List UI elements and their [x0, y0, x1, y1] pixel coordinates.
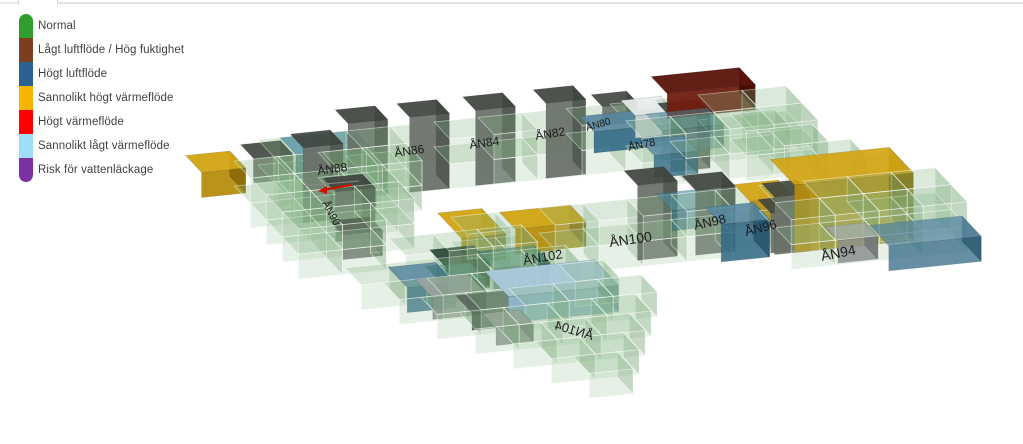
legend-item-probable-high-heatflow: Sannolikt högt värmeflöde [19, 86, 184, 110]
tab-edge-tick [18, 0, 19, 5]
legend-label: Sannolikt högt värmeflöde [38, 92, 174, 104]
legend-swatch-icon [19, 62, 33, 86]
building-box-face[interactable] [681, 171, 737, 191]
building-box-face[interactable] [572, 351, 635, 374]
building-box-face[interactable] [475, 245, 551, 269]
legend-swatch-icon [19, 14, 33, 38]
building-label: ÅN84 [468, 133, 500, 152]
building-box-face[interactable] [395, 99, 451, 118]
building-box-face[interactable] [184, 150, 247, 173]
building-box-face[interactable] [325, 202, 388, 226]
selection-arrow-icon [318, 186, 327, 194]
building-label: ÅN98 [692, 211, 727, 233]
legend-swatch-icon [19, 86, 33, 110]
toolbar-edge-line [58, 2, 1023, 4]
legend-label: Högt värmeflöde [38, 116, 124, 128]
building-label: ÅN78 [627, 135, 657, 153]
legend-swatch-icon [19, 38, 33, 62]
building-box-face[interactable] [650, 67, 757, 95]
building-box-face[interactable] [361, 143, 423, 166]
legend-swatch-icon [19, 158, 33, 182]
legend-item-normal: Normal [19, 14, 184, 38]
building-label: ÅN100 [608, 228, 653, 250]
building-box-face[interactable] [532, 85, 587, 104]
building-box-face[interactable] [461, 92, 517, 111]
selection-marker-line [300, 180, 360, 187]
building-box-face[interactable] [584, 312, 647, 336]
building-label: ÅN82 [534, 123, 566, 143]
building-label: ÅN86 [393, 141, 425, 160]
building-box-face[interactable] [906, 184, 969, 207]
building-box-face[interactable] [645, 107, 725, 132]
building-box-face[interactable] [824, 222, 879, 241]
selection-marker-line [322, 183, 352, 192]
building-box-face[interactable] [481, 309, 535, 329]
building-box-face[interactable] [353, 181, 416, 204]
building-box-face[interactable] [704, 202, 771, 225]
building-box-face[interactable] [596, 274, 659, 297]
building-box-face[interactable] [436, 208, 507, 239]
legend-label: Lågt luftflöde / Hög fuktighet [38, 44, 185, 56]
building-box-face[interactable] [578, 332, 641, 355]
legend-item-low-airflow-high-humidity: Lågt luftflöde / Hög fuktighet [19, 38, 184, 62]
tab-edge-line [0, 2, 18, 4]
legend-item-high-airflow: Högt luftflöde [19, 62, 184, 86]
building-box-face[interactable] [757, 102, 819, 125]
legend-swatch-icon [19, 110, 33, 134]
building-box-face[interactable] [289, 129, 344, 149]
status-legend: Normal Lågt luftflöde / Hög fuktighet Hö… [19, 14, 184, 182]
building-box-face[interactable] [638, 135, 699, 156]
building-box-face[interactable] [623, 166, 679, 186]
legend-swatch-icon [19, 134, 33, 158]
legend-item-probable-low-heatflow: Sannolikt lågt värmeflöde [19, 134, 184, 158]
building-label: ÅN88 [316, 159, 348, 178]
building-label: ÅN102 [522, 246, 564, 268]
building-box-face[interactable] [476, 224, 539, 247]
building-box-face[interactable] [590, 293, 653, 317]
legend-item-high-heatflow: Högt värmeflöde [19, 110, 184, 134]
legend-label: Högt luftflöde [38, 68, 108, 80]
building-box-face[interactable] [329, 216, 384, 236]
legend-item-water-leak-risk: Risk för vattenläckage [19, 158, 184, 182]
legend-label: Risk för vattenläckage [38, 164, 154, 176]
building-box-face[interactable] [868, 215, 983, 247]
building-box-face[interactable] [334, 105, 389, 124]
legend-label: Normal [38, 20, 76, 32]
tab-edge-tick [57, 0, 58, 5]
building-label: ÅN94 [820, 242, 858, 264]
legend-label: Sannolikt lågt värmeflöde [38, 140, 170, 152]
building-box-face[interactable] [663, 165, 678, 258]
building-box-face[interactable] [769, 146, 915, 186]
